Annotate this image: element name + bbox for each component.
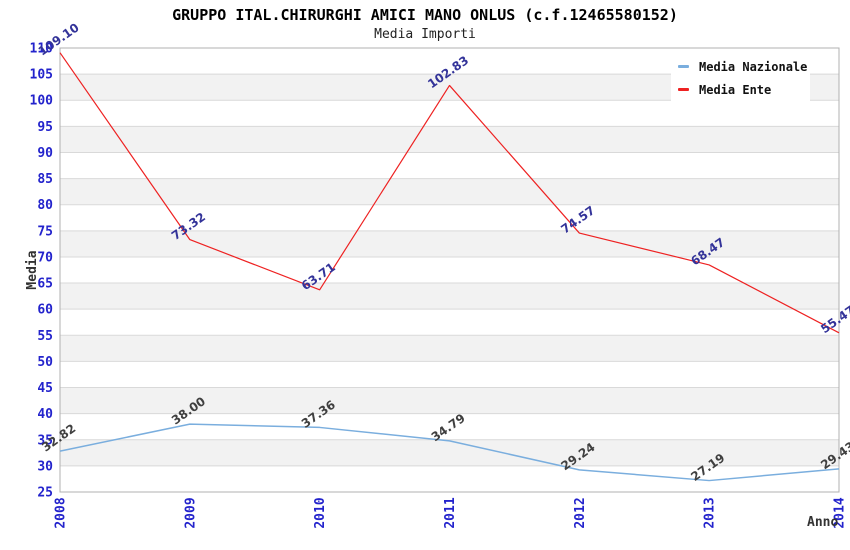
series-line-media-ente [59,52,840,334]
legend-swatch-media-ente-icon [678,88,689,91]
y-axis-title: Media [25,250,40,289]
legend-label-media-ente: Media Ente [699,82,772,97]
y-tick-label: 95 [37,120,53,135]
chart-subtitle: Media Importi [374,27,476,42]
data-label-media-nazionale: 34.79 [429,411,468,444]
legend-item-media-ente: Media Ente [678,81,810,99]
plot-band [60,387,839,414]
x-tick-label: 2010 [313,497,328,528]
y-tick-label: 70 [37,250,53,265]
x-tick-label: 2008 [54,497,69,528]
legend: Media Nazionale Media Ente [671,52,810,104]
x-tick-label: 2011 [443,497,458,528]
plot-band [60,230,839,257]
y-tick-label: 85 [37,172,53,187]
y-tick-label: 75 [37,224,53,239]
plot-border [59,47,840,493]
chart-title: GRUPPO ITAL.CHIRURGHI AMICI MANO ONLUS (… [172,6,678,24]
y-tick-label: 60 [37,303,53,318]
y-tick-label: 65 [37,277,53,292]
y-tick-label: 40 [37,407,53,422]
y-tick-label: 30 [37,459,53,474]
x-tick-label: 2013 [703,497,718,528]
y-tick-label: 90 [37,146,53,161]
y-tick-label: 105 [30,68,53,83]
y-tick-label: 50 [37,355,53,370]
y-tick-label: 100 [30,94,54,109]
y-tick-label: 80 [37,198,53,213]
x-tick-label: 2009 [183,497,198,528]
plot-band [60,126,839,153]
legend-item-media-nazionale: Media Nazionale [678,58,810,76]
series-line-media-nazionale [59,423,840,482]
plot-band [60,178,839,205]
plot-band [60,439,839,466]
y-tick-label: 45 [37,381,53,396]
x-axis-title: Anno [807,515,838,530]
y-tick-label: 35 [37,433,53,448]
y-tick-label: 110 [30,42,54,57]
x-tick-label: 2014 [833,497,848,528]
legend-swatch-media-nazionale-icon [678,65,689,68]
y-tick-label: 25 [37,486,53,501]
legend-label-media-nazionale: Media Nazionale [699,59,808,74]
plot-band [60,335,839,362]
y-tick-label: 55 [37,329,53,344]
x-tick-label: 2012 [573,497,588,528]
plot-band [60,283,839,310]
